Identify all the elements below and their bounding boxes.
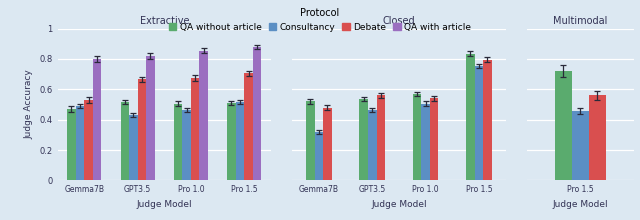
Bar: [430, 98, 438, 180]
Y-axis label: Judge Accuracy: Judge Accuracy: [25, 70, 34, 139]
X-axis label: Judge Model: Judge Model: [371, 200, 427, 209]
Bar: [413, 94, 421, 180]
Bar: [236, 102, 244, 180]
Bar: [475, 66, 483, 180]
Bar: [323, 108, 332, 180]
Bar: [146, 56, 155, 180]
Bar: [67, 109, 76, 180]
Bar: [306, 101, 315, 180]
X-axis label: Judge Model: Judge Model: [136, 200, 192, 209]
Title: Extractive: Extractive: [140, 16, 189, 26]
Bar: [376, 95, 385, 180]
X-axis label: Judge Model: Judge Model: [552, 200, 608, 209]
Bar: [368, 110, 376, 180]
Legend: QA without article, Consultancy, Debate, QA with article: QA without article, Consultancy, Debate,…: [165, 5, 475, 35]
Bar: [93, 59, 101, 180]
Bar: [360, 99, 368, 180]
Bar: [129, 115, 138, 180]
Bar: [76, 106, 84, 180]
Bar: [191, 78, 200, 180]
Bar: [138, 79, 146, 180]
Bar: [227, 103, 236, 180]
Bar: [315, 132, 323, 180]
Bar: [589, 95, 606, 180]
Bar: [200, 51, 208, 180]
Bar: [244, 73, 253, 180]
Bar: [253, 47, 261, 180]
Bar: [483, 60, 492, 180]
Bar: [182, 110, 191, 180]
Bar: [466, 54, 475, 180]
Bar: [555, 71, 572, 180]
Bar: [174, 104, 182, 180]
Title: Multimodal: Multimodal: [553, 16, 607, 26]
Bar: [120, 102, 129, 180]
Title: Closed: Closed: [383, 16, 415, 26]
Bar: [572, 111, 589, 180]
Bar: [421, 104, 430, 180]
Bar: [84, 100, 93, 180]
